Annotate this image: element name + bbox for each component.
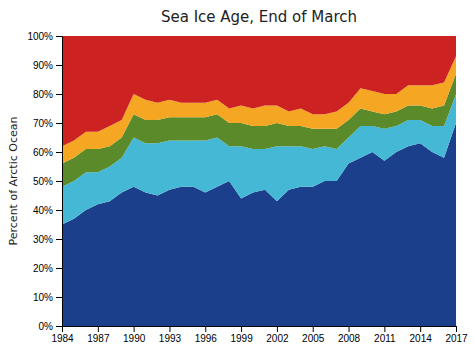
x-tick-label: 1990 [123, 333, 146, 344]
y-tick: 60% [33, 147, 62, 158]
y-tick-label: 20% [33, 263, 53, 274]
y-tick: 0% [39, 321, 62, 332]
y-tick-label: 70% [33, 118, 53, 129]
x-tick-label: 2002 [266, 333, 289, 344]
plot-area [62, 36, 456, 326]
y-tick-label: 90% [33, 60, 53, 71]
y-tick-mark [56, 152, 62, 153]
y-tick-label: 40% [33, 205, 53, 216]
x-tick: 1996 [195, 326, 218, 344]
y-tick: 70% [33, 118, 62, 129]
x-tick-label: 1984 [51, 333, 74, 344]
x-tick-label: 2014 [410, 333, 433, 344]
y-tick-label: 0% [39, 321, 54, 332]
y-tick-mark [56, 36, 62, 37]
x-tick-mark [98, 326, 99, 332]
x-tick-mark [134, 326, 135, 332]
y-tick: 80% [33, 89, 62, 100]
x-tick-mark [420, 326, 421, 332]
y-tick-mark [56, 94, 62, 95]
chart: 1984 1987 1990 1993 1996 1999 2002 2005 2008 2011… [0, 0, 474, 354]
x-axis-line [63, 327, 457, 333]
y-tick-label: 100% [27, 31, 53, 42]
x-tick: 2008 [338, 326, 361, 344]
y-tick-mark [56, 181, 62, 182]
y-tick: 100% [27, 31, 62, 42]
x-tick: 1984 [51, 326, 74, 344]
x-tick-label: 2005 [302, 333, 325, 344]
x-tick-label: 1993 [159, 333, 182, 344]
x-tick-label: 1999 [230, 333, 253, 344]
x-tick-label: 1987 [87, 333, 110, 344]
x-tick-mark [313, 326, 314, 332]
x-tick: 1987 [87, 326, 110, 344]
y-tick-mark [56, 239, 62, 240]
y-tick-label: 10% [33, 292, 53, 303]
x-tick-mark [205, 326, 206, 332]
x-tick: 1990 [123, 326, 146, 344]
y-tick-mark [56, 326, 62, 327]
x-axis: 1984 1987 1990 1993 1996 1999 2002 2005 2008 2011… [51, 326, 468, 344]
x-tick: 2002 [266, 326, 289, 344]
x-tick-label: 2011 [374, 333, 396, 344]
y-tick-label: 60% [33, 147, 53, 158]
y-axis-line [56, 37, 63, 327]
x-tick: 1999 [230, 326, 253, 344]
x-tick: 2014 [410, 326, 433, 344]
y-tick-mark [56, 297, 62, 298]
x-tick-label: 1996 [195, 333, 218, 344]
x-tick-mark [169, 326, 170, 332]
y-tick: 20% [33, 263, 62, 274]
y-tick-label: 30% [33, 234, 53, 245]
y-axis-title: Percent of Arctic Ocean [7, 117, 20, 246]
y-tick-mark [56, 123, 62, 124]
area-layer [62, 36, 456, 146]
x-tick-mark [349, 326, 350, 332]
y-tick: 30% [33, 234, 62, 245]
y-tick: 90% [33, 60, 62, 71]
x-tick: 1993 [159, 326, 182, 344]
chart-title: Sea Ice Age, End of March [161, 8, 357, 26]
y-tick-mark [56, 210, 62, 211]
x-tick-mark [456, 326, 457, 332]
y-tick-label: 80% [33, 89, 53, 100]
x-tick-mark [384, 326, 385, 332]
x-tick: 2017 [445, 326, 468, 344]
y-tick: 40% [33, 205, 62, 216]
y-tick-label: 50% [33, 176, 53, 187]
y-axis: 0% 10% 20% 30% 40% 50% 60% 70% 80% 90% 100% [27, 31, 62, 332]
x-tick-label: 2017 [445, 333, 468, 344]
x-tick-label: 2008 [338, 333, 361, 344]
x-tick: 2011 [374, 326, 396, 344]
x-tick: 2005 [302, 326, 325, 344]
y-tick: 10% [33, 292, 62, 303]
x-tick-mark [241, 326, 242, 332]
y-tick: 50% [33, 176, 62, 187]
y-tick-mark [56, 268, 62, 269]
x-tick-mark [277, 326, 278, 332]
y-tick-mark [56, 65, 62, 66]
